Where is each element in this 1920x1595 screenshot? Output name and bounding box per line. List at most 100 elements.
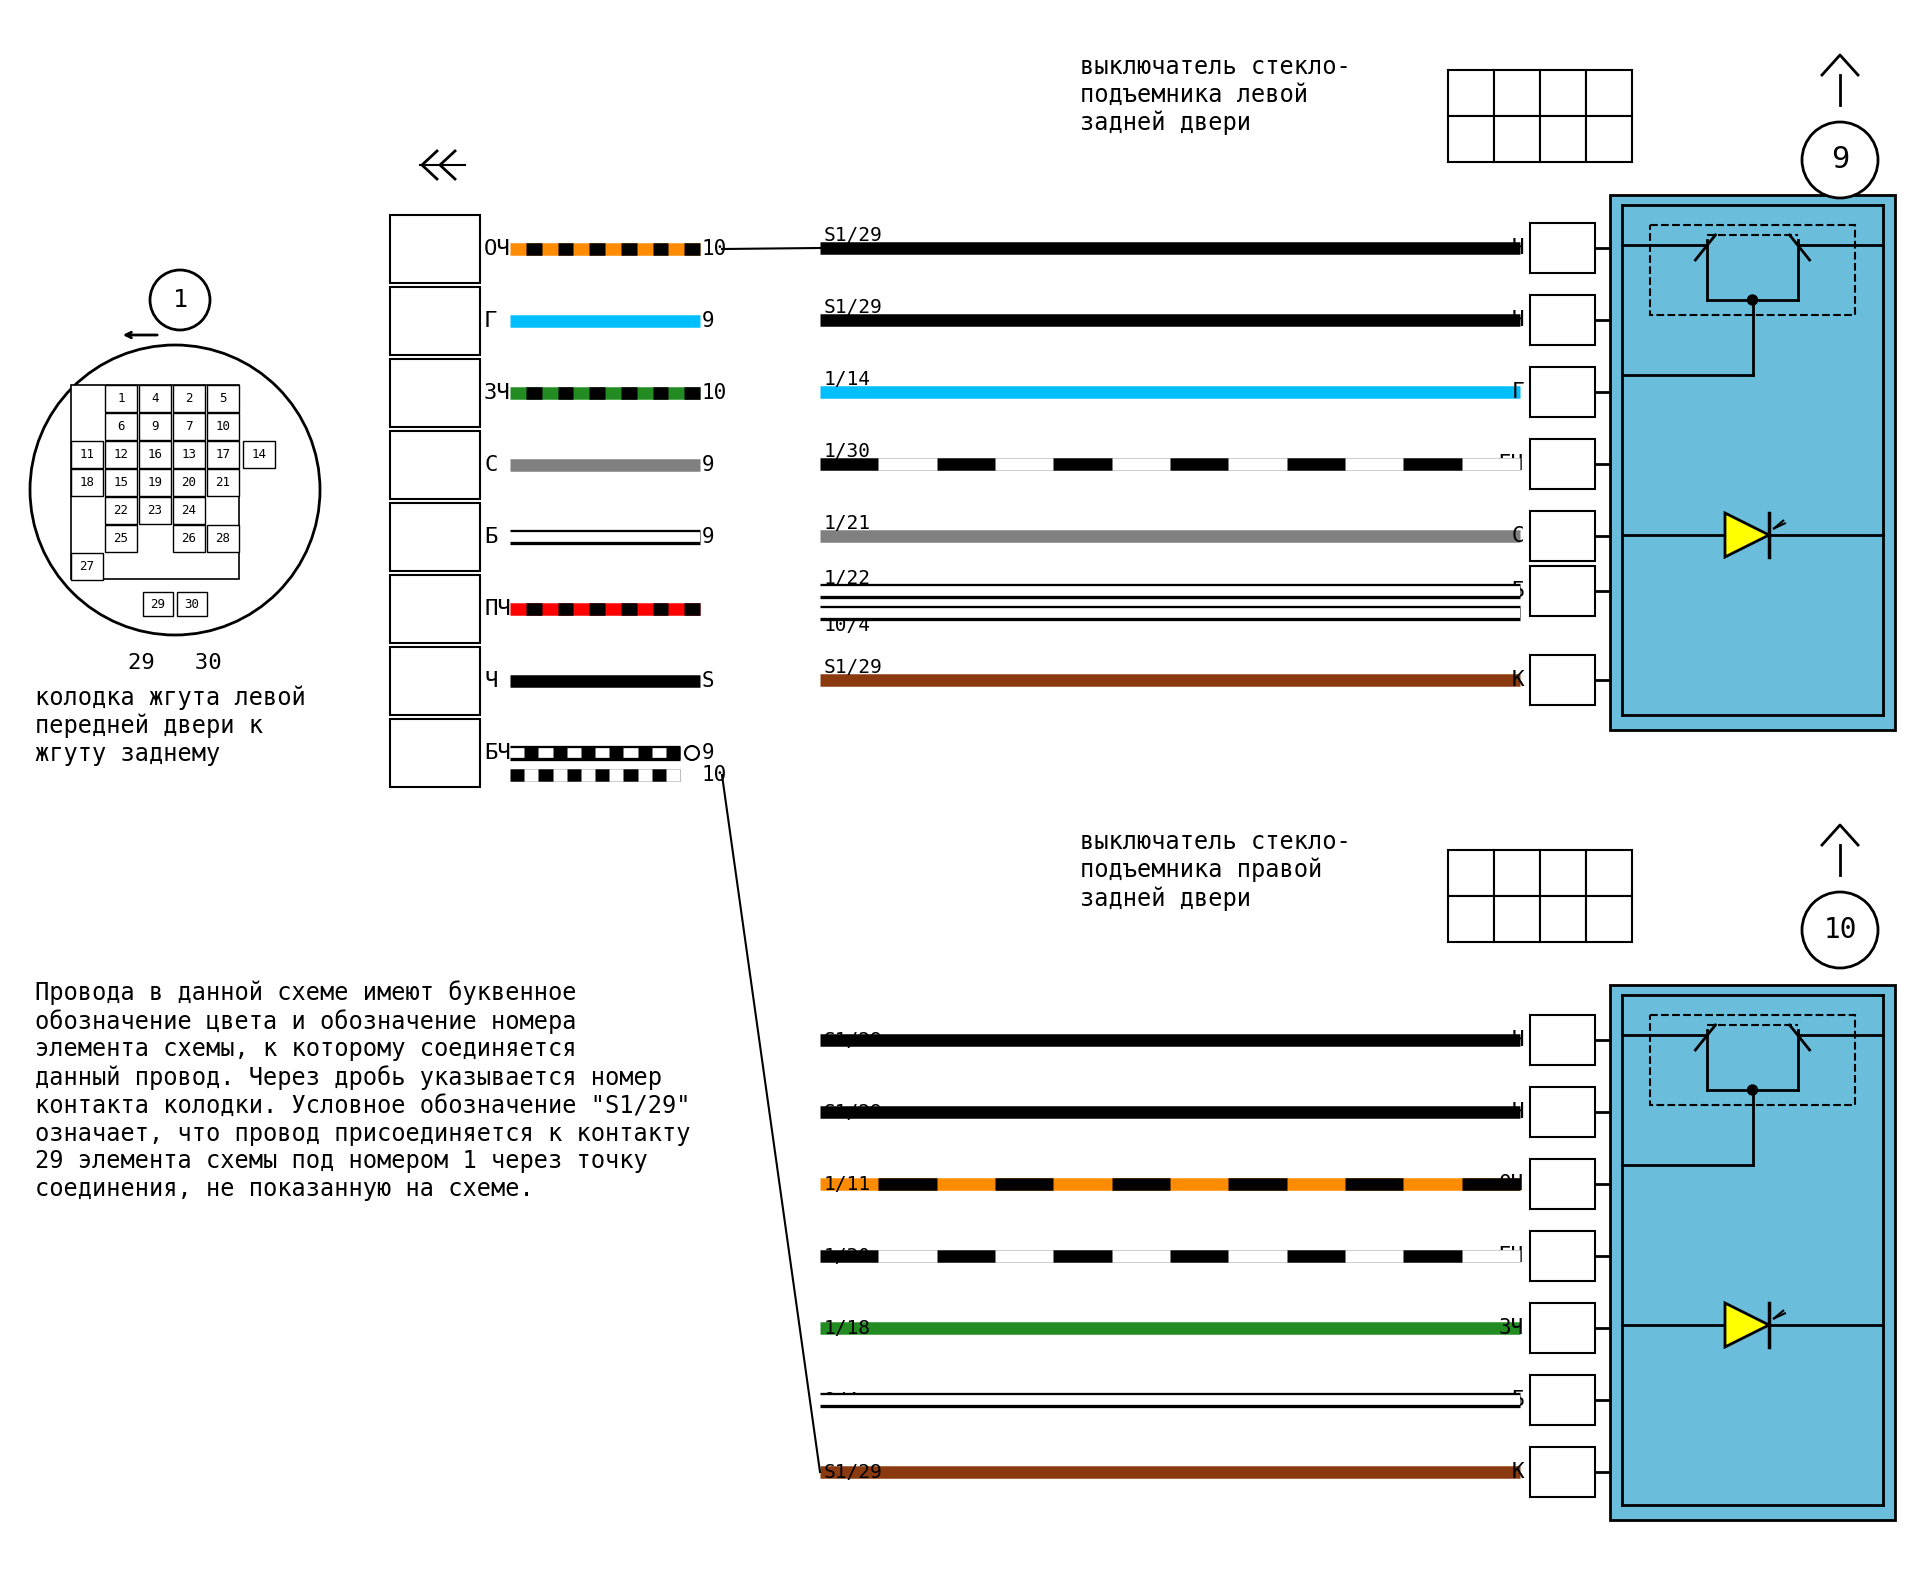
Text: 1/22: 1/22 xyxy=(824,569,872,589)
Text: 4: 4 xyxy=(1603,909,1615,928)
Bar xyxy=(1611,986,1895,1520)
Text: Ч: Ч xyxy=(1511,1102,1524,1121)
Text: ЗЧ: ЗЧ xyxy=(484,383,511,404)
Bar xyxy=(1530,1375,1596,1424)
Bar xyxy=(1530,1231,1596,1281)
Circle shape xyxy=(1747,1085,1757,1096)
Bar xyxy=(1649,1014,1855,1105)
Text: 2: 2 xyxy=(184,391,192,405)
Text: 5: 5 xyxy=(1465,863,1476,884)
Bar xyxy=(390,648,480,715)
Text: 4: 4 xyxy=(1603,129,1615,148)
Text: БЧ: БЧ xyxy=(1500,455,1524,474)
Text: 1: 1 xyxy=(1465,909,1476,928)
Bar xyxy=(71,440,104,467)
Text: Г: Г xyxy=(484,311,497,332)
Text: 18: 18 xyxy=(79,475,94,488)
Bar xyxy=(173,413,205,440)
Text: Ч: Ч xyxy=(1511,309,1524,330)
Circle shape xyxy=(1747,295,1757,305)
Text: Б: Б xyxy=(1511,1389,1524,1410)
Bar xyxy=(138,440,171,467)
Text: 26: 26 xyxy=(182,531,196,544)
Bar xyxy=(1530,1088,1596,1137)
Text: 1: 1 xyxy=(117,391,125,405)
Bar xyxy=(1530,656,1596,705)
Text: 1: 1 xyxy=(1465,129,1476,148)
Text: К: К xyxy=(1511,1463,1524,1482)
Bar xyxy=(207,469,238,496)
Text: 27: 27 xyxy=(79,560,94,573)
Text: 6: 6 xyxy=(1555,1101,1569,1124)
Text: 10: 10 xyxy=(703,766,728,785)
Bar xyxy=(1586,896,1632,943)
Text: Г: Г xyxy=(1511,381,1524,402)
Text: S1/29: S1/29 xyxy=(824,1102,883,1121)
Text: БЧ: БЧ xyxy=(1500,1246,1524,1266)
Bar xyxy=(1649,225,1855,314)
Bar xyxy=(1540,896,1586,943)
Text: 2: 2 xyxy=(1511,129,1523,148)
Bar xyxy=(1530,566,1596,616)
Bar xyxy=(106,525,136,552)
Bar xyxy=(1494,896,1540,943)
Bar xyxy=(1540,116,1586,163)
Bar xyxy=(1448,850,1494,896)
Text: 6: 6 xyxy=(1555,308,1569,332)
Text: К: К xyxy=(1511,670,1524,691)
Bar xyxy=(1448,70,1494,116)
Bar xyxy=(106,384,136,412)
Text: S: S xyxy=(703,671,714,691)
Text: 6: 6 xyxy=(1511,863,1523,884)
Bar xyxy=(1530,1447,1596,1498)
Bar xyxy=(390,719,480,786)
Bar xyxy=(1540,850,1586,896)
Bar xyxy=(390,576,480,643)
Text: С: С xyxy=(1511,526,1524,545)
Text: 13: 13 xyxy=(182,448,196,461)
Text: 9: 9 xyxy=(152,419,159,432)
Text: выключатель стекло-
подъемника левой
задней двери: выключатель стекло- подъемника левой зад… xyxy=(1079,54,1352,136)
Text: 30: 30 xyxy=(419,738,451,767)
Text: 1/14: 1/14 xyxy=(824,370,872,389)
Text: Провода в данной схеме имеют буквенное
обозначение цвета и обозначение номера
эл: Провода в данной схеме имеют буквенное о… xyxy=(35,979,691,1201)
Bar xyxy=(244,440,275,467)
Bar xyxy=(1494,116,1540,163)
Text: ОЧ: ОЧ xyxy=(484,239,511,258)
Text: 7: 7 xyxy=(1603,863,1615,884)
Text: 6: 6 xyxy=(1511,83,1523,104)
Bar xyxy=(138,469,171,496)
Text: 10: 10 xyxy=(215,419,230,432)
Text: Ч: Ч xyxy=(1511,1030,1524,1050)
Bar xyxy=(207,384,238,412)
Text: 10: 10 xyxy=(1824,916,1857,944)
Text: 5: 5 xyxy=(1555,668,1569,692)
Bar xyxy=(1530,367,1596,416)
Text: 7: 7 xyxy=(1555,525,1569,549)
Text: 10: 10 xyxy=(703,239,728,258)
Text: выключатель стекло-
подъемника правой
задней двери: выключатель стекло- подъемника правой за… xyxy=(1079,829,1352,911)
Bar xyxy=(1530,1303,1596,1353)
Text: 28: 28 xyxy=(215,531,230,544)
Text: 1: 1 xyxy=(173,289,188,313)
Text: ЗЧ: ЗЧ xyxy=(1500,1317,1524,1338)
Text: 29: 29 xyxy=(419,667,451,695)
Text: 2: 2 xyxy=(1511,909,1523,928)
Text: 18: 18 xyxy=(419,380,451,407)
Bar xyxy=(138,384,171,412)
Text: 21: 21 xyxy=(419,451,451,478)
Text: 14: 14 xyxy=(419,306,451,335)
Text: 9: 9 xyxy=(703,526,714,547)
Bar xyxy=(138,413,171,440)
Text: 4: 4 xyxy=(1555,579,1569,603)
Text: 9: 9 xyxy=(703,743,714,762)
Text: 1/30: 1/30 xyxy=(824,442,872,461)
Bar xyxy=(390,287,480,356)
Text: 4: 4 xyxy=(152,391,159,405)
Text: Б: Б xyxy=(1511,581,1524,601)
Text: 14: 14 xyxy=(252,448,267,461)
Bar xyxy=(207,525,238,552)
Text: 10/4: 10/4 xyxy=(824,616,872,635)
Circle shape xyxy=(1803,121,1878,198)
Text: БЧ: БЧ xyxy=(484,743,511,762)
